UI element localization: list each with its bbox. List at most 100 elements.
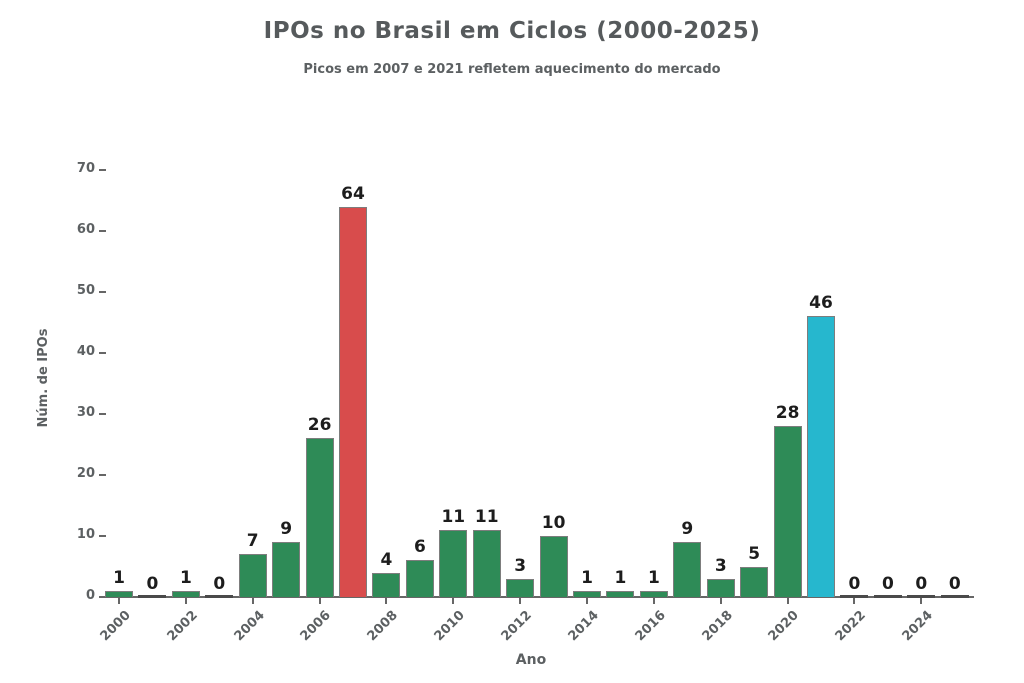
bar-2024: [907, 595, 936, 598]
bar-value-label-2025: 0: [948, 574, 961, 594]
x-tick-2014: [586, 598, 589, 604]
y-tick-mark-70: [99, 169, 106, 171]
bar-2014: [573, 590, 602, 597]
bar-value-label-2022: 0: [848, 574, 861, 594]
x-tick-label-2002: 2002: [164, 608, 201, 645]
x-tick-2004: [251, 598, 254, 604]
y-axis-label: Núm. de IPOs: [36, 328, 51, 428]
x-tick-label-2016: 2016: [632, 608, 669, 645]
bar-value-label-2024: 0: [915, 574, 928, 594]
x-tick-label-2018: 2018: [699, 608, 736, 645]
x-tick-label-2020: 2020: [766, 608, 803, 645]
bar-value-label-2011: 11: [474, 506, 499, 527]
bar-value-label-2006: 26: [307, 415, 332, 436]
bar-2018: [706, 578, 735, 597]
bar-value-label-2020: 28: [775, 403, 800, 424]
bar-value-label-2019: 5: [748, 543, 761, 564]
x-tick-label-2012: 2012: [498, 608, 535, 645]
y-tick-mark-30: [99, 413, 106, 415]
x-tick-label-2008: 2008: [364, 608, 402, 645]
x-tick-2016: [652, 598, 655, 604]
bar-2010: [439, 529, 468, 597]
bar-2005: [272, 542, 301, 597]
bar-2022: [840, 595, 869, 598]
bar-value-label-2009: 6: [413, 537, 426, 558]
y-tick-mark-60: [99, 230, 106, 232]
y-tick-label-70: 70: [76, 161, 95, 176]
x-tick-label-2022: 2022: [832, 608, 870, 645]
y-tick-label-30: 30: [76, 405, 95, 420]
chart-subtitle: Picos em 2007 e 2021 refletem aqueciment…: [303, 62, 721, 77]
bar-value-label-2023: 0: [881, 574, 894, 594]
bar-value-label-2015: 1: [614, 567, 627, 588]
bar-2007: [339, 206, 367, 597]
bar-value-label-2002: 1: [179, 567, 192, 588]
bar-value-label-2001: 0: [146, 574, 159, 594]
x-tick-2024: [920, 598, 923, 604]
bar-value-label-2004: 7: [246, 531, 259, 552]
y-tick-mark-50: [99, 291, 106, 293]
x-tick-label-2014: 2014: [565, 608, 602, 645]
x-tick-label-2004: 2004: [231, 608, 268, 645]
bar-value-label-2012: 3: [514, 555, 527, 576]
bar-2013: [539, 536, 568, 597]
bar-value-label-2008: 4: [380, 549, 393, 570]
bar-2003: [205, 595, 234, 598]
bar-2011: [472, 529, 501, 597]
bar-2009: [405, 560, 434, 597]
y-tick-label-40: 40: [76, 344, 95, 359]
x-tick-2002: [184, 598, 187, 604]
x-tick-2006: [318, 598, 321, 604]
x-tick-label-2010: 2010: [431, 608, 468, 645]
bar-value-label-2016: 1: [647, 567, 660, 588]
bar-2021: [807, 316, 836, 597]
bar-value-label-2017: 9: [681, 519, 694, 540]
bar-2017: [673, 542, 702, 597]
bar-2006: [305, 438, 334, 597]
bar-value-label-2003: 0: [213, 574, 226, 594]
chart-title: IPOs no Brasil em Ciclos (2000-2025): [263, 18, 761, 44]
y-tick-mark-40: [99, 352, 106, 354]
bar-value-label-2010: 11: [441, 506, 466, 527]
x-tick-2012: [519, 598, 522, 604]
y-tick-label-10: 10: [76, 527, 95, 542]
x-tick-label-2024: 2024: [899, 608, 936, 645]
bar-2008: [372, 572, 401, 597]
bar-2016: [639, 590, 668, 597]
bar-2012: [506, 578, 535, 597]
x-tick-2010: [452, 598, 455, 604]
x-axis-label: Ano: [515, 652, 547, 668]
bar-2001: [138, 595, 167, 598]
x-tick-label-2000: 2000: [97, 608, 134, 645]
bar-value-label-2014: 1: [581, 567, 593, 588]
y-tick-mark-0: [99, 596, 106, 598]
x-axis-line: [100, 596, 974, 598]
x-tick-2008: [385, 598, 388, 604]
y-tick-label-0: 0: [85, 588, 95, 603]
bar-2020: [773, 426, 802, 597]
bar-value-label-2005: 9: [280, 519, 293, 540]
x-tick-label-2006: 2006: [298, 608, 335, 645]
y-tick-label-50: 50: [76, 283, 95, 298]
x-tick-2022: [853, 598, 856, 604]
y-tick-mark-10: [99, 535, 106, 537]
bar-2025: [940, 595, 969, 598]
y-tick-mark-20: [99, 474, 106, 476]
bar-2015: [606, 590, 635, 597]
bar-value-label-2013: 10: [541, 513, 566, 533]
x-tick-2000: [118, 598, 120, 604]
bar-2023: [873, 595, 902, 598]
bar-2019: [740, 566, 769, 597]
bar-value-label-2000: 1: [113, 567, 125, 588]
y-tick-label-60: 60: [76, 222, 95, 237]
bar-2000: [105, 590, 133, 597]
bar-value-label-2007: 64: [341, 183, 365, 204]
x-tick-2020: [786, 598, 789, 604]
y-tick-label-20: 20: [76, 466, 95, 481]
bar-value-label-2021: 46: [809, 293, 833, 314]
x-tick-2018: [719, 598, 722, 604]
bar-2004: [238, 554, 267, 597]
bar-value-label-2018: 3: [714, 555, 727, 576]
bar-2002: [171, 590, 200, 597]
